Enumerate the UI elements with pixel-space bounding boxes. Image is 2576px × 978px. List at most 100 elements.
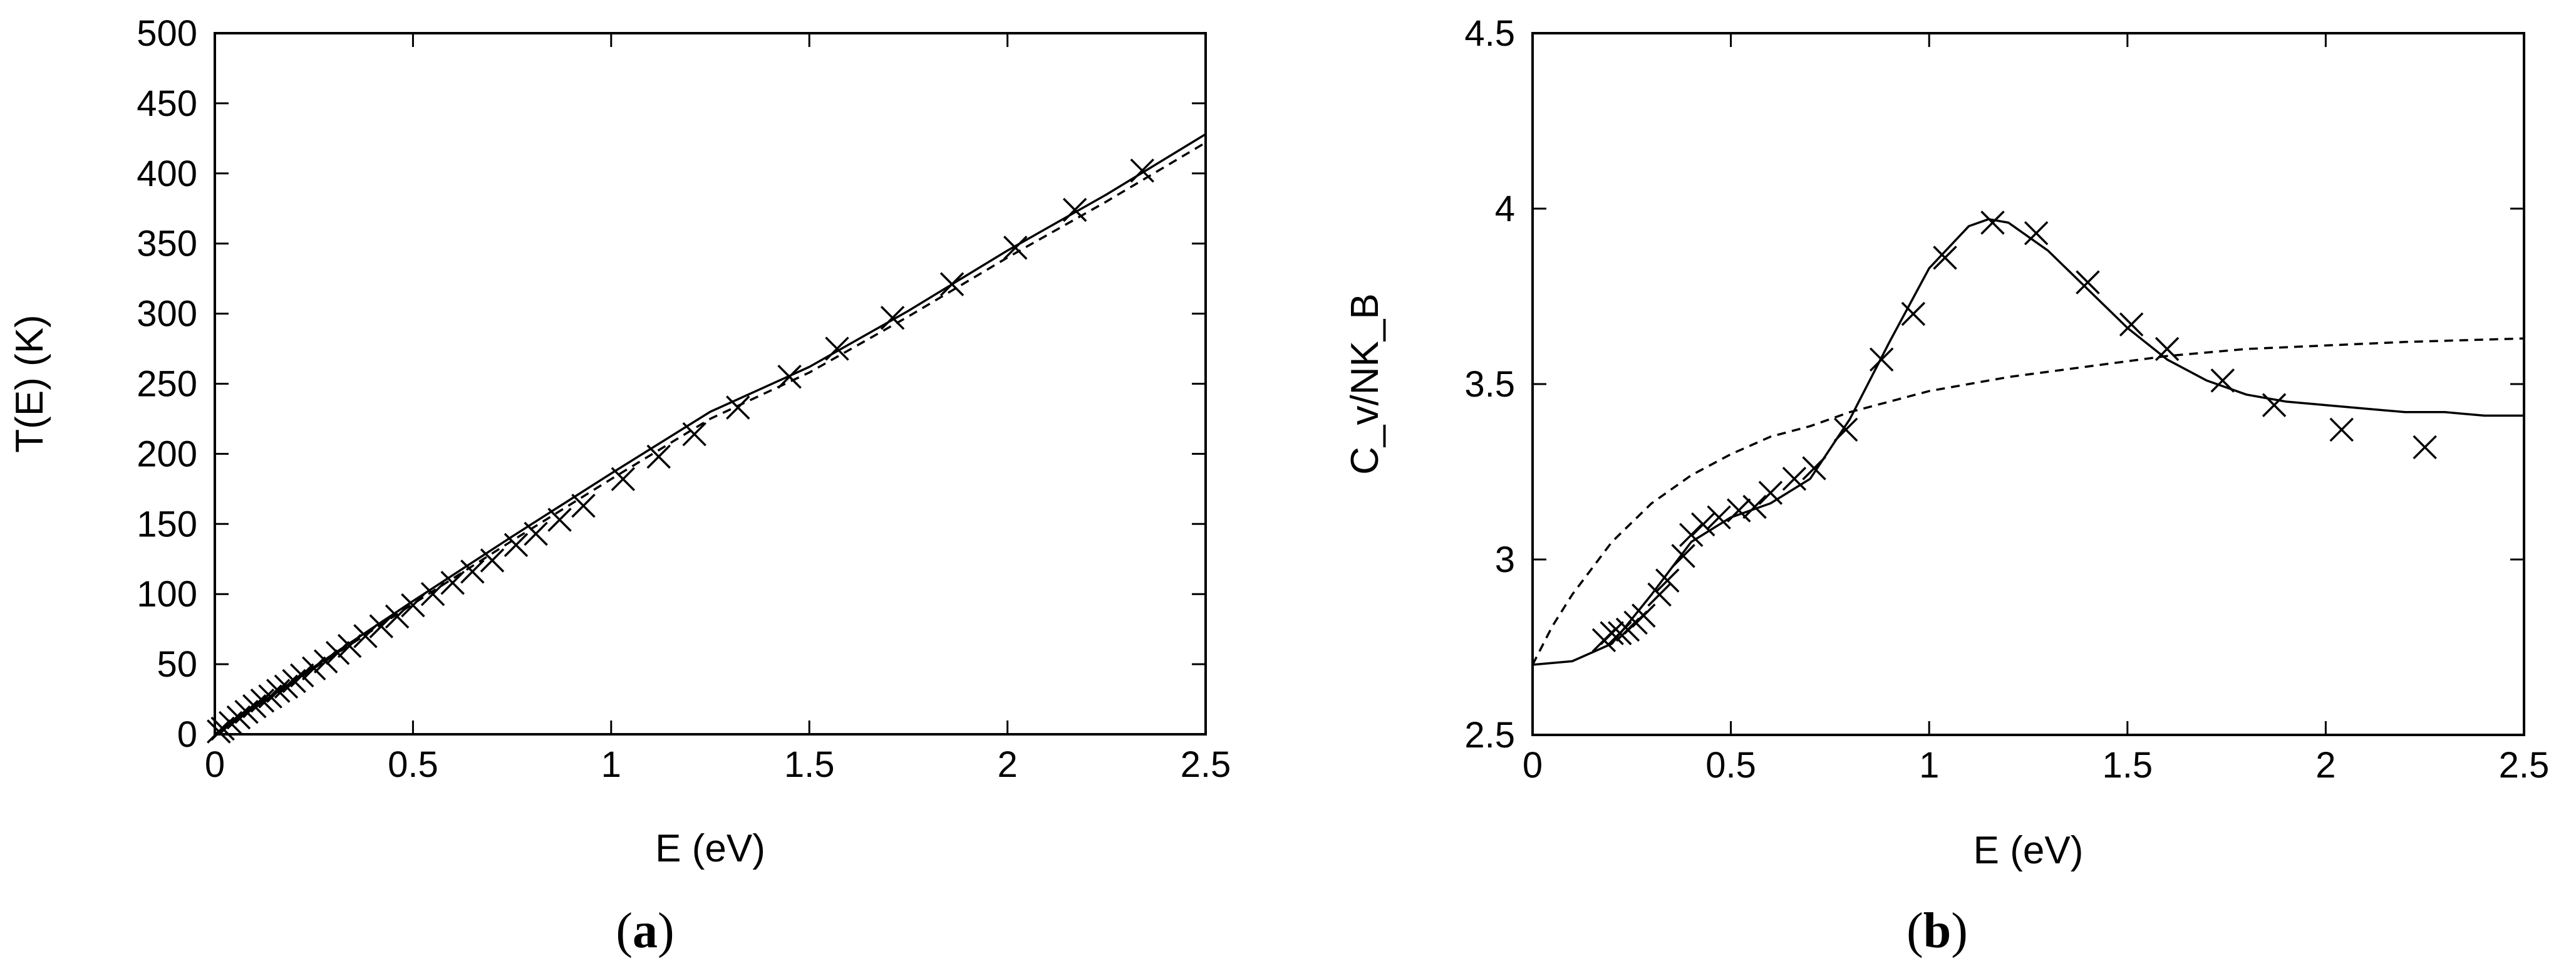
data-point-marker xyxy=(2329,417,2354,442)
x-tick-label: 0.5 xyxy=(1705,745,1756,786)
y-tick-label: 2.5 xyxy=(1464,715,1515,756)
solid-curve xyxy=(215,133,1206,734)
x-tick-label: 0 xyxy=(1523,745,1543,786)
plot-frame xyxy=(1531,32,2525,736)
x-tick-label: 2.5 xyxy=(2499,745,2550,786)
data-point-marker xyxy=(1727,498,1751,523)
y-tick-label: 3 xyxy=(1495,539,1515,580)
data-point-marker xyxy=(289,663,314,688)
data-point-marker xyxy=(1671,544,1695,568)
panel-label-letter: b xyxy=(1923,903,1952,959)
dashed-curve xyxy=(215,142,1206,734)
x-axis-title: E (eV) xyxy=(1973,829,2084,872)
chart-panel-b: 0 0.5 1 1.5 2 2.5 2.5 3 3.5 4 4.5 E (eV) C_v/NK_B (b) xyxy=(1343,13,2549,959)
data-point-marker xyxy=(313,649,338,674)
data-point-marker xyxy=(369,614,394,638)
data-point-marker xyxy=(325,640,350,665)
data-point-marker xyxy=(1691,512,1715,537)
panel-label: (a) xyxy=(616,903,674,959)
x-tick-label: 2 xyxy=(997,744,1017,785)
data-point-marker xyxy=(258,684,282,709)
data-point-marker xyxy=(401,593,425,618)
data-point-marker xyxy=(1802,456,1826,481)
data-point-marker xyxy=(250,689,275,713)
data-point-marker xyxy=(353,624,378,648)
data-point-marker xyxy=(2154,336,2180,362)
y-tick-label: 50 xyxy=(157,644,197,685)
x-tick-label: 1.5 xyxy=(784,744,835,785)
data-point-marker xyxy=(420,581,445,606)
y-tick-label: 350 xyxy=(137,224,197,264)
data-point-marker xyxy=(1833,417,1858,442)
data-point-marker xyxy=(1003,236,1028,260)
y-tick-label: 250 xyxy=(137,364,197,405)
data-point-marker xyxy=(777,365,802,389)
scatter-series xyxy=(1591,211,2437,653)
x-tick-label: 1.5 xyxy=(2102,745,2153,786)
data-point-marker xyxy=(547,507,572,532)
data-point-marker xyxy=(825,336,849,361)
x-tick-label: 1 xyxy=(1919,745,1939,786)
data-point-marker xyxy=(480,548,505,573)
data-point-marker xyxy=(1869,347,1894,372)
data-point-marker xyxy=(1130,159,1154,183)
data-point-marker xyxy=(2024,221,2049,246)
data-point-marker xyxy=(337,633,362,658)
data-point-marker xyxy=(2262,393,2287,417)
data-point-marker xyxy=(2413,435,2437,460)
data-point-marker xyxy=(571,493,596,518)
data-point-marker xyxy=(234,699,259,724)
data-point-marker xyxy=(504,533,529,558)
data-point-marker xyxy=(682,422,706,447)
y-tick-label: 400 xyxy=(137,153,197,194)
y-tick-label: 300 xyxy=(137,294,197,335)
data-point-marker xyxy=(1707,505,1731,530)
data-point-marker xyxy=(301,656,326,681)
scatter-series xyxy=(207,159,1154,744)
solid-curve xyxy=(1533,218,2524,666)
chart-panel-a: 0 0.5 1 1.5 2 2.5 0 50 100 150 200 250 300 350 400 450 5… xyxy=(8,13,1231,959)
data-point-marker xyxy=(219,710,243,736)
data-point-marker xyxy=(611,467,636,491)
data-point-marker xyxy=(2076,270,2100,294)
x-tick-label: 2 xyxy=(2315,745,2335,786)
data-point-marker xyxy=(1980,211,2005,235)
panel-label: (b) xyxy=(1906,903,1968,959)
data-point-marker xyxy=(1782,466,1807,491)
y-tick-label: 4.5 xyxy=(1464,13,1515,54)
x-axis-title: E (eV) xyxy=(655,827,765,870)
x-tick-label: 0.5 xyxy=(388,744,438,785)
y-tick-label: 200 xyxy=(137,434,197,474)
data-point-marker xyxy=(226,705,251,730)
data-point-marker xyxy=(1933,246,1957,270)
dashed-curve xyxy=(1533,337,2524,665)
data-point-marker xyxy=(282,668,306,694)
y-tick-label: 3.5 xyxy=(1464,364,1515,405)
data-point-marker xyxy=(1062,197,1087,222)
data-point-marker xyxy=(1632,603,1656,628)
y-axis-title: T(E) (K) xyxy=(8,315,51,452)
data-point-marker xyxy=(1742,494,1767,519)
data-point-marker xyxy=(266,679,291,703)
data-point-marker xyxy=(1647,582,1672,607)
data-point-marker xyxy=(524,521,548,546)
data-point-marker xyxy=(726,395,750,420)
y-tick-label: 150 xyxy=(137,504,197,544)
y-axis-title: C_v/NK_B xyxy=(1343,293,1387,474)
data-point-marker xyxy=(1608,621,1632,645)
data-point-marker xyxy=(880,306,905,330)
x-tick-label: 2.5 xyxy=(1181,744,1231,785)
x-tick-label: 0 xyxy=(205,744,225,785)
data-point-marker xyxy=(440,571,465,595)
data-point-marker xyxy=(1901,301,1926,326)
panel-label-letter: a xyxy=(633,903,658,959)
data-point-marker xyxy=(1758,481,1783,505)
y-tick-label: 4 xyxy=(1495,189,1515,229)
data-point-marker xyxy=(242,694,267,719)
y-tick-label: 0 xyxy=(177,714,197,755)
x-tick-label: 1 xyxy=(601,744,621,785)
data-point-marker xyxy=(274,674,299,699)
data-point-marker xyxy=(939,272,965,296)
y-tick-label: 100 xyxy=(137,574,197,615)
